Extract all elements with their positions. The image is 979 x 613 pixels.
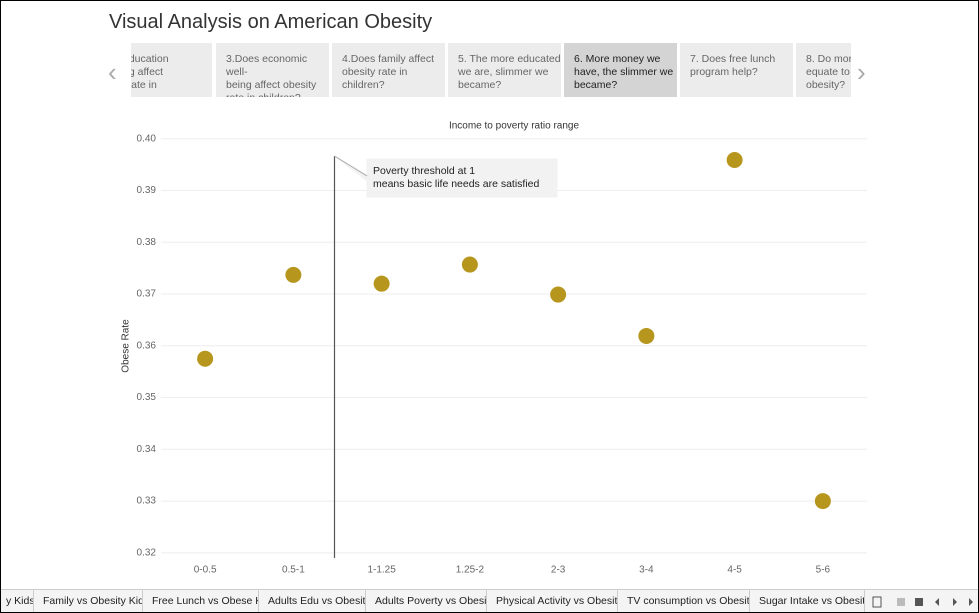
sheet-tab[interactable]: TV consumption vs Obesity bbox=[618, 590, 750, 612]
story-title: Visual Analysis on American Obesity bbox=[109, 11, 433, 33]
x-tick-label: 5-6 bbox=[816, 565, 831, 576]
y-tick-label: 0.36 bbox=[137, 340, 157, 351]
sheet-tab[interactable]: Physical Activity vs Obesity bbox=[487, 590, 618, 612]
y-tick-label: 0.33 bbox=[137, 496, 157, 507]
y-axis-title: Obese Rate bbox=[121, 319, 132, 373]
dot bbox=[550, 286, 567, 303]
sheet-tabs: y Kids Family vs Obesity Kids Free Lunch v… bbox=[1, 589, 978, 612]
dot bbox=[285, 266, 302, 283]
y-tick-label: 0.37 bbox=[137, 289, 157, 300]
y-tick-label: 0.35 bbox=[137, 392, 157, 403]
sheet-tab[interactable]: Family vs Obesity Kids bbox=[34, 590, 143, 612]
dot bbox=[197, 350, 214, 367]
story-point[interactable]: es education being affect sity rate in bbox=[131, 43, 212, 97]
x-tick-label: 0.5-1 bbox=[282, 565, 305, 576]
annotation-pointer bbox=[334, 155, 368, 177]
y-tick-label: 0.34 bbox=[137, 444, 157, 455]
dot bbox=[461, 256, 478, 273]
x-tick-label: 3-4 bbox=[639, 565, 654, 576]
story-point[interactable]: 4.Does family affect obesity rate in chi… bbox=[332, 43, 445, 97]
chart: Income to poverty ratio range Obese Rate… bbox=[121, 121, 867, 576]
x-tick-label: 1.25-2 bbox=[456, 565, 485, 576]
sheet-tab[interactable]: Sugar Intake vs Obesity bbox=[750, 590, 865, 612]
dot bbox=[726, 151, 743, 168]
annotation-box bbox=[334, 155, 558, 198]
story-point[interactable]: 5. The more educated we are, slimmer we … bbox=[448, 43, 561, 97]
dot bbox=[638, 327, 655, 344]
x-tick-label: 0-0.5 bbox=[194, 565, 217, 576]
story-point[interactable]: 6. More money we have, the slimmer we be… bbox=[564, 43, 677, 97]
sheet-tab[interactable]: Free Lunch vs Obese Kid bbox=[143, 590, 259, 612]
dot bbox=[373, 275, 390, 292]
y-tick-label: 0.40 bbox=[137, 133, 157, 144]
sheet-tab[interactable]: y Kids bbox=[1, 590, 34, 612]
annotation-text: Poverty threshold at 1 bbox=[373, 165, 475, 177]
y-tick-label: 0.38 bbox=[137, 237, 157, 248]
x-axis-title: Income to poverty ratio range bbox=[449, 121, 580, 132]
toolbar-icons bbox=[872, 596, 973, 608]
story-nav: es education being affect sity rate in3.… bbox=[131, 43, 851, 97]
x-tick-label: 1-1.25 bbox=[367, 565, 396, 576]
next-arrow[interactable]: › bbox=[857, 57, 866, 87]
story-point[interactable]: 3.Does economic well- being affect obesi… bbox=[216, 43, 329, 97]
annotation-text: means basic life needs are satisfied bbox=[373, 178, 539, 190]
sheet-tab[interactable]: Adults Edu vs Obesity bbox=[259, 590, 366, 612]
sheet-tab[interactable]: Adults Poverty vs Obesity bbox=[366, 590, 487, 612]
x-tick-label: 2-3 bbox=[551, 565, 566, 576]
story-point[interactable]: 8. Do more equate to l obesity? bbox=[796, 43, 851, 97]
prev-arrow[interactable]: ‹ bbox=[108, 57, 117, 87]
x-tick-label: 4-5 bbox=[727, 565, 742, 576]
y-tick-label: 0.39 bbox=[137, 185, 157, 196]
y-tick-label: 0.32 bbox=[137, 547, 157, 558]
story-point[interactable]: 7. Does free lunch program help? bbox=[680, 43, 793, 97]
dot bbox=[814, 493, 831, 510]
